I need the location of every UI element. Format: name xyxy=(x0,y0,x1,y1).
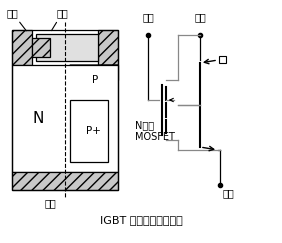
Text: N: N xyxy=(32,111,44,126)
Text: P: P xyxy=(92,75,98,85)
Bar xyxy=(70,100,108,162)
Bar xyxy=(12,65,118,172)
Bar xyxy=(98,65,118,80)
Bar xyxy=(12,172,118,190)
Text: N沟道: N沟道 xyxy=(135,120,154,130)
Text: P+: P+ xyxy=(85,126,100,136)
Text: 源极: 源极 xyxy=(56,8,68,18)
Text: 漏极: 漏极 xyxy=(44,198,56,208)
Bar xyxy=(12,30,32,65)
Bar xyxy=(219,56,226,63)
Polygon shape xyxy=(70,65,118,100)
Text: 栅极: 栅极 xyxy=(142,12,154,22)
Text: MOSFET: MOSFET xyxy=(135,132,175,142)
Bar xyxy=(12,30,118,190)
Text: IGBT 的构造及等值电路: IGBT 的构造及等值电路 xyxy=(100,215,182,225)
Bar xyxy=(32,38,50,57)
Text: 漏极: 漏极 xyxy=(223,188,235,198)
Bar xyxy=(36,34,98,61)
Text: 栅极: 栅极 xyxy=(6,8,18,18)
Bar xyxy=(98,30,118,65)
Text: 源极: 源极 xyxy=(194,12,206,22)
